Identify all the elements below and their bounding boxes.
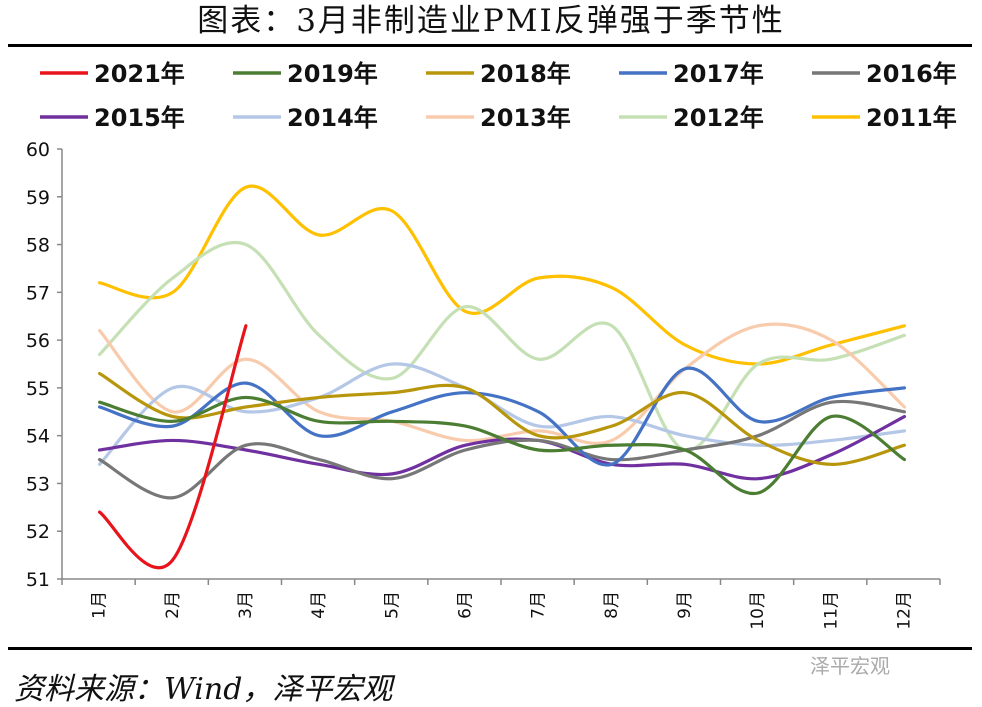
x-tick-label: 4月 — [309, 591, 329, 619]
legend-label: 2011年 — [866, 104, 957, 132]
x-tick-label: 12月 — [894, 591, 914, 630]
x-tick-label: 5月 — [382, 591, 402, 619]
x-tick-label: 7月 — [529, 591, 549, 619]
legend-label: 2014年 — [287, 104, 378, 132]
watermark: 泽平宏观 — [810, 654, 890, 678]
legend-label: 2021年 — [94, 60, 185, 88]
line-chart: 51 52 53 54 55 56 57 58 59 60 1月 2月 3月 4月 5月 6月 7月 8月 9月 10… — [26, 60, 957, 630]
source-note: 资料来源：Wind，泽平宏观 — [14, 672, 393, 707]
y-tick-label: 56 — [26, 330, 50, 352]
legend-label: 2018年 — [480, 60, 571, 88]
chart-title: 图表：3月非制造业PMI反弹强于季节性 — [197, 3, 785, 39]
legend-label: 2012年 — [673, 104, 764, 132]
legend-label: 2015年 — [94, 104, 185, 132]
x-tick-label: 8月 — [602, 591, 622, 619]
x-tick-label: 10月 — [748, 591, 768, 630]
y-tick-label: 53 — [26, 473, 50, 495]
y-tick-label: 57 — [26, 282, 50, 304]
x-tick-label: 3月 — [236, 591, 256, 619]
y-tick-label: 54 — [26, 426, 50, 448]
series-line-2013 — [97, 322, 907, 446]
y-tick-label: 60 — [26, 139, 50, 161]
series-line-2021 — [97, 324, 248, 570]
y-tick-label: 52 — [26, 521, 50, 543]
x-tick-label: 11月 — [821, 591, 841, 630]
top-rule — [8, 44, 972, 47]
bottom-rule — [8, 647, 972, 650]
y-tick-label: 59 — [26, 187, 50, 209]
y-tick-label: 55 — [26, 378, 50, 400]
series-line-2019 — [97, 395, 907, 495]
series-line-2016 — [97, 399, 907, 500]
x-tick-label: 2月 — [163, 591, 183, 619]
y-tick-label: 51 — [26, 569, 50, 591]
x-tick-label: 6月 — [455, 591, 475, 619]
series-line-2018 — [97, 371, 907, 466]
x-tick-label: 1月 — [90, 591, 110, 619]
legend-label: 2016年 — [866, 60, 957, 88]
legend-label: 2019年 — [287, 60, 378, 88]
y-tick-label: 58 — [26, 235, 50, 257]
series-line-2011 — [97, 184, 907, 366]
legend-label: 2017年 — [673, 60, 764, 88]
series-line-2012 — [97, 241, 907, 452]
x-tick-label: 9月 — [675, 591, 695, 619]
legend-label: 2013年 — [480, 104, 571, 132]
series-line-2017 — [97, 366, 907, 467]
